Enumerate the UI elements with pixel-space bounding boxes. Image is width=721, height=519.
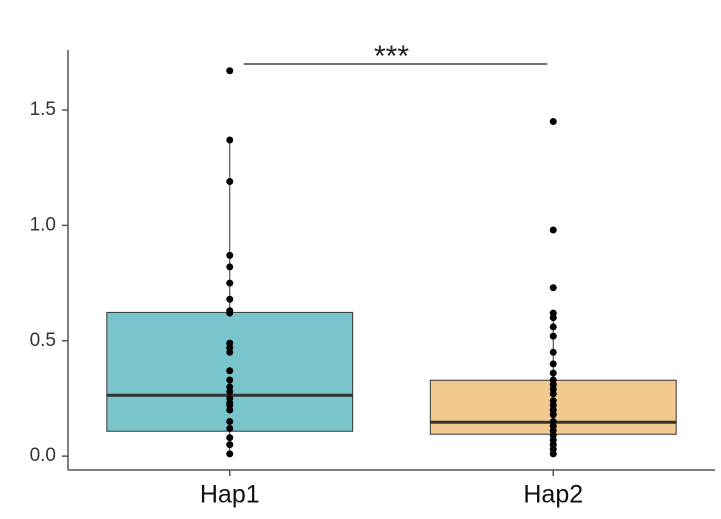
point	[226, 67, 234, 75]
point	[226, 434, 234, 442]
y-tick-label: 0.0	[30, 445, 56, 466]
point	[549, 332, 557, 340]
point	[226, 388, 234, 396]
point	[226, 136, 234, 144]
point	[549, 284, 557, 292]
point	[226, 367, 234, 375]
point	[549, 450, 557, 458]
significance-label: ***	[374, 40, 409, 73]
point	[549, 323, 557, 331]
point	[549, 118, 557, 126]
point	[226, 263, 234, 271]
x-tick-label: Hap2	[523, 481, 583, 509]
point	[226, 424, 234, 432]
point	[226, 251, 234, 259]
point	[226, 279, 234, 287]
point	[549, 226, 557, 234]
y-tick-label: 1.5	[30, 99, 56, 120]
point	[549, 360, 557, 368]
point	[226, 309, 234, 317]
point	[226, 295, 234, 303]
point	[226, 418, 234, 426]
point	[549, 369, 557, 377]
point	[226, 178, 234, 186]
y-tick-label: 0.5	[30, 330, 56, 351]
point	[549, 390, 557, 398]
y-tick-label: 1.0	[30, 214, 56, 235]
point	[549, 348, 557, 356]
point	[226, 376, 234, 384]
point	[226, 450, 234, 458]
point	[226, 441, 234, 449]
point	[226, 348, 234, 356]
point	[226, 406, 234, 414]
point	[549, 314, 557, 322]
point	[549, 411, 557, 419]
x-tick-label: Hap1	[200, 481, 260, 509]
